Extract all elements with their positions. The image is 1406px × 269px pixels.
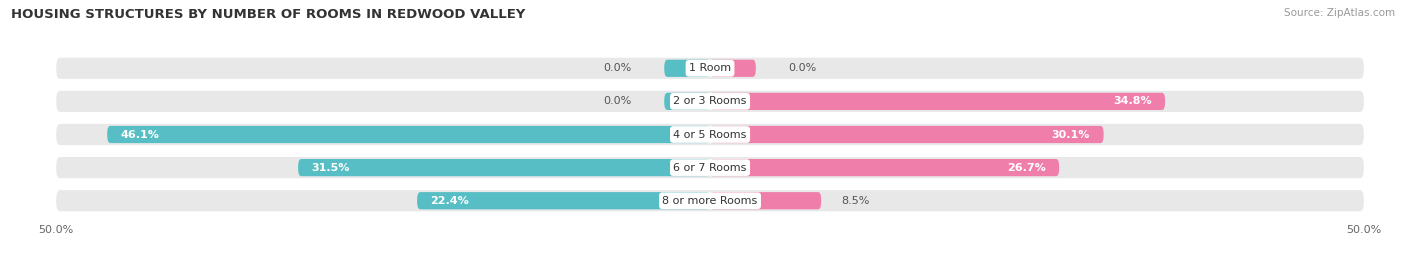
FancyBboxPatch shape <box>710 93 1166 110</box>
Text: 8.5%: 8.5% <box>841 196 869 206</box>
FancyBboxPatch shape <box>710 126 1104 143</box>
FancyBboxPatch shape <box>418 192 710 209</box>
Text: 26.7%: 26.7% <box>1007 162 1046 173</box>
FancyBboxPatch shape <box>664 93 710 110</box>
Text: 22.4%: 22.4% <box>430 196 470 206</box>
FancyBboxPatch shape <box>56 190 1364 211</box>
FancyBboxPatch shape <box>664 60 710 77</box>
Text: 0.0%: 0.0% <box>603 63 631 73</box>
FancyBboxPatch shape <box>710 60 756 77</box>
FancyBboxPatch shape <box>56 91 1364 112</box>
Text: 30.1%: 30.1% <box>1052 129 1090 140</box>
FancyBboxPatch shape <box>56 124 1364 145</box>
Text: 0.0%: 0.0% <box>789 63 817 73</box>
Text: 1 Room: 1 Room <box>689 63 731 73</box>
Text: 2 or 3 Rooms: 2 or 3 Rooms <box>673 96 747 107</box>
Text: 8 or more Rooms: 8 or more Rooms <box>662 196 758 206</box>
FancyBboxPatch shape <box>298 159 710 176</box>
Text: 4 or 5 Rooms: 4 or 5 Rooms <box>673 129 747 140</box>
FancyBboxPatch shape <box>710 159 1059 176</box>
Text: 31.5%: 31.5% <box>312 162 350 173</box>
Text: 0.0%: 0.0% <box>603 96 631 107</box>
Text: 6 or 7 Rooms: 6 or 7 Rooms <box>673 162 747 173</box>
FancyBboxPatch shape <box>710 192 821 209</box>
FancyBboxPatch shape <box>56 58 1364 79</box>
Text: Source: ZipAtlas.com: Source: ZipAtlas.com <box>1284 8 1395 18</box>
Text: 34.8%: 34.8% <box>1114 96 1152 107</box>
Text: 46.1%: 46.1% <box>121 129 159 140</box>
Text: HOUSING STRUCTURES BY NUMBER OF ROOMS IN REDWOOD VALLEY: HOUSING STRUCTURES BY NUMBER OF ROOMS IN… <box>11 8 526 21</box>
FancyBboxPatch shape <box>107 126 710 143</box>
FancyBboxPatch shape <box>56 157 1364 178</box>
